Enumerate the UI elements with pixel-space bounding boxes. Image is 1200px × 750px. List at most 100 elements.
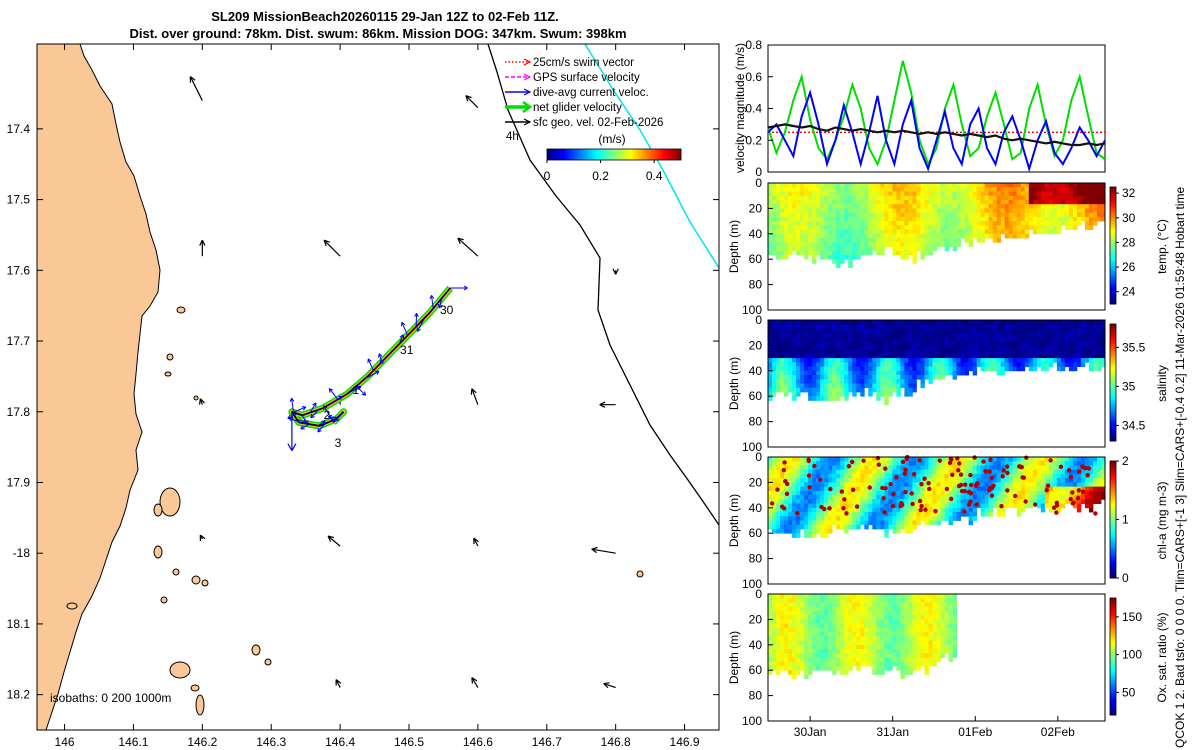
speed-colorbar-cell <box>634 149 636 160</box>
section-cell <box>848 375 853 380</box>
section-cell <box>828 328 833 334</box>
section-cell <box>888 324 893 329</box>
section-cell <box>812 649 817 654</box>
section-cell <box>896 341 901 346</box>
section-cell <box>812 478 817 483</box>
section-cell <box>796 524 801 530</box>
section-cell <box>936 507 941 513</box>
section-cell <box>912 353 917 359</box>
section-cell <box>788 615 793 620</box>
section-cell <box>932 516 937 521</box>
section-cell <box>880 208 885 214</box>
section-cell <box>952 341 957 346</box>
section-cell <box>844 627 849 633</box>
section-cell <box>924 332 929 338</box>
section-cell <box>904 187 909 192</box>
section-cell <box>1004 482 1010 488</box>
section-cell <box>884 387 889 393</box>
speed-colorbar-cell <box>678 149 680 160</box>
section-cell <box>824 503 829 509</box>
section-cell <box>1096 191 1102 197</box>
section-cell <box>1084 469 1090 475</box>
section-cell <box>908 524 913 530</box>
section-cell <box>828 345 833 351</box>
section-cell <box>1016 208 1022 214</box>
section-cell <box>908 332 913 338</box>
section-cell <box>872 187 877 192</box>
section-cell <box>968 191 974 197</box>
section-cell <box>836 610 841 616</box>
section-cell <box>768 383 773 389</box>
section-cell <box>840 632 845 637</box>
section-colorbar-cell <box>1110 564 1116 567</box>
section-cell <box>968 233 974 239</box>
section-cell <box>876 383 881 389</box>
section-cell <box>948 199 953 205</box>
section-cell <box>848 598 853 603</box>
section-cell <box>812 457 817 462</box>
island <box>251 644 261 656</box>
section-cell <box>1016 473 1022 479</box>
section-cell <box>804 653 809 658</box>
section-colorbar-cell <box>1110 364 1116 368</box>
section-cell <box>852 341 857 346</box>
section-cell <box>1016 345 1022 351</box>
island <box>176 306 186 314</box>
section-cell <box>1052 461 1058 466</box>
section-cell <box>1088 221 1094 226</box>
map-ytick-label: 17.9 <box>7 475 31 489</box>
section-cell <box>780 649 785 654</box>
section-cell <box>800 524 805 530</box>
section-cell <box>920 212 925 218</box>
section-cell <box>964 512 969 517</box>
section-colorbar-cell <box>1110 196 1116 200</box>
section-cell <box>948 216 953 222</box>
section-cell <box>1064 216 1070 222</box>
section-cell <box>852 469 857 475</box>
section-cell <box>1000 204 1006 209</box>
section-cell <box>888 387 893 393</box>
section-cell <box>1016 212 1022 218</box>
section-cell <box>828 627 833 633</box>
speed-colorbar-cell <box>624 149 626 160</box>
chl-spike-dot <box>1001 468 1006 473</box>
section-cell <box>948 366 953 372</box>
section-cell <box>940 183 945 188</box>
section-cell <box>812 254 817 260</box>
section-cell <box>824 195 829 201</box>
section-cell <box>912 387 917 393</box>
section-cell <box>812 336 817 342</box>
chl-spike-dot <box>1086 466 1092 471</box>
section-cell <box>776 332 781 338</box>
section-cell <box>1044 503 1050 509</box>
section-cell <box>868 495 873 500</box>
section-cell <box>768 615 773 620</box>
map-xtick-label: 146.2 <box>187 735 217 749</box>
section-cell <box>768 362 773 367</box>
section-cell <box>876 469 881 475</box>
section-cell <box>976 216 982 222</box>
section-cell <box>944 482 949 488</box>
section-cell <box>876 623 881 629</box>
section-cell <box>1020 345 1026 351</box>
section-cell <box>776 362 781 367</box>
section-cell <box>976 332 982 338</box>
section-cell <box>840 482 845 488</box>
section-cell <box>876 520 881 526</box>
section-cell <box>840 615 845 620</box>
section-cell <box>1060 345 1066 351</box>
chl-spike-dot <box>888 481 893 487</box>
section-cell <box>976 499 982 504</box>
section-cell <box>980 362 986 367</box>
section-colorbar-cell <box>1110 413 1116 417</box>
section-cell <box>804 204 809 209</box>
chl-spike-dot <box>1085 472 1091 478</box>
section-cell <box>996 199 1002 205</box>
section-cell <box>956 221 961 226</box>
speed-colorbar-cell <box>554 149 556 160</box>
section-cell <box>816 594 821 599</box>
section-cell <box>848 336 853 342</box>
section-cell <box>920 324 925 329</box>
section-cell <box>808 370 813 376</box>
section-cell <box>780 665 785 671</box>
